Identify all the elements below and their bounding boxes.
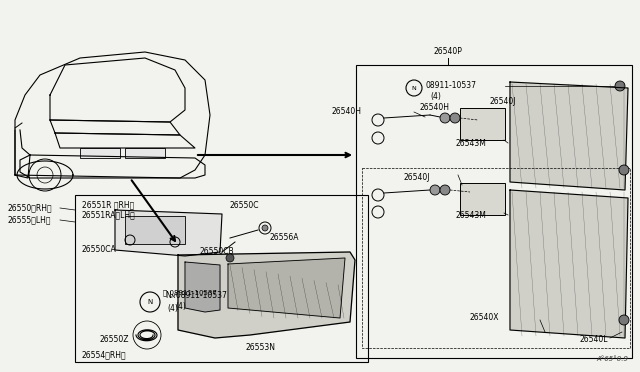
Text: (4): (4) bbox=[167, 304, 178, 312]
Bar bbox=[75, 195, 368, 362]
Text: N: N bbox=[147, 299, 152, 305]
Circle shape bbox=[615, 81, 625, 91]
Polygon shape bbox=[178, 252, 355, 338]
Text: A°65°0.9: A°65°0.9 bbox=[596, 356, 628, 362]
Text: 26551R 〈RH〉: 26551R 〈RH〉 bbox=[82, 201, 134, 209]
Text: 26550Z: 26550Z bbox=[100, 336, 129, 344]
Text: 26540H: 26540H bbox=[420, 103, 450, 112]
Text: 26553N: 26553N bbox=[245, 343, 275, 353]
Text: 26555〈LH〉: 26555〈LH〉 bbox=[8, 215, 51, 224]
Bar bbox=[125, 216, 185, 244]
Text: 26550C: 26550C bbox=[230, 201, 259, 209]
Bar bbox=[460, 183, 505, 215]
Polygon shape bbox=[115, 210, 222, 256]
Text: 26540P: 26540P bbox=[433, 48, 463, 57]
Circle shape bbox=[440, 185, 450, 195]
Text: 26550CA: 26550CA bbox=[82, 246, 116, 254]
Bar bbox=[125, 148, 165, 158]
Text: Nא08911-10537: Nא08911-10537 bbox=[165, 292, 227, 301]
Polygon shape bbox=[185, 262, 220, 312]
Polygon shape bbox=[228, 258, 345, 318]
Text: Ⓝ 08911-10537: Ⓝ 08911-10537 bbox=[163, 290, 217, 296]
Text: 26540J: 26540J bbox=[404, 173, 431, 183]
Text: 26540L: 26540L bbox=[580, 336, 609, 344]
Circle shape bbox=[226, 254, 234, 262]
Text: 26556A: 26556A bbox=[270, 232, 300, 241]
Bar bbox=[80, 148, 120, 158]
Bar bbox=[356, 65, 632, 358]
Text: 26550CB: 26550CB bbox=[200, 247, 235, 257]
Circle shape bbox=[619, 165, 629, 175]
Text: N: N bbox=[412, 86, 417, 90]
Bar bbox=[460, 108, 505, 140]
Circle shape bbox=[450, 113, 460, 123]
Text: (4): (4) bbox=[175, 301, 186, 311]
Text: 26540X: 26540X bbox=[470, 314, 499, 323]
Text: 26550〈RH〉: 26550〈RH〉 bbox=[8, 203, 52, 212]
Text: 26554〈RH〉: 26554〈RH〉 bbox=[82, 350, 127, 359]
Text: 08911-10537: 08911-10537 bbox=[425, 80, 476, 90]
Circle shape bbox=[440, 113, 450, 123]
Circle shape bbox=[262, 225, 268, 231]
Text: 26540H: 26540H bbox=[332, 108, 362, 116]
Text: 26543M: 26543M bbox=[455, 138, 486, 148]
Bar bbox=[362, 168, 630, 348]
Circle shape bbox=[430, 185, 440, 195]
Polygon shape bbox=[510, 82, 628, 190]
Circle shape bbox=[619, 315, 629, 325]
Polygon shape bbox=[510, 190, 628, 338]
Text: 26551RA〈LH〉: 26551RA〈LH〉 bbox=[82, 211, 136, 219]
Text: (4): (4) bbox=[430, 92, 441, 100]
Text: 26543M: 26543M bbox=[455, 211, 486, 219]
Text: 26540J: 26540J bbox=[490, 97, 516, 106]
